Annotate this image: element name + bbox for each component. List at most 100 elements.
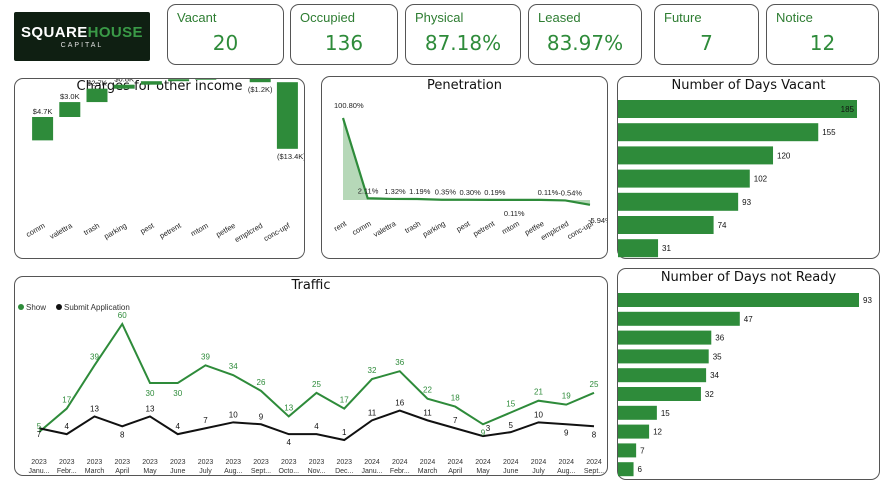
x-tick-year: 2024 (531, 459, 547, 466)
waterfall-bar (276, 82, 298, 149)
data-label: $3.0K (60, 92, 80, 101)
data-label: 102 (754, 175, 768, 184)
x-tick-month: Febr... (390, 468, 410, 475)
x-tick-label: conc-upf (262, 220, 292, 243)
x-tick-year: 2024 (420, 459, 436, 466)
data-label: 1.19% (409, 187, 431, 196)
data-label: 0.19% (484, 188, 506, 197)
x-tick-year: 2023 (59, 459, 75, 466)
days-vacant-bar-chart: 185 155 120 102 93 74 31 (618, 100, 857, 258)
data-label: 22 (423, 386, 432, 395)
x-tick-year: 2024 (503, 459, 519, 466)
data-label: 9 (259, 412, 264, 421)
kpi-card-occupied[interactable]: Occupied 136 (290, 4, 398, 65)
x-tick-label: conc-upf (566, 218, 596, 241)
x-tick-label: parking (102, 221, 128, 241)
x-tick-year: 2023 (170, 459, 186, 466)
x-tick-label: petrent (471, 218, 497, 238)
penetration-panel: Penetration 100.80% rent 2.11% comm 1.32% val… (321, 76, 608, 259)
kpi-card-future[interactable]: Future 7 (654, 4, 759, 65)
charges-waterfall-chart: $4.7K comm $3.0K valettra $2.7K trash $0.8K par… (24, 79, 304, 244)
data-label: 10 (534, 410, 543, 419)
data-label: 17 (340, 396, 349, 405)
data-label: 16 (395, 399, 404, 408)
x-tick-month: Sept... (584, 468, 604, 475)
data-label: $4.7K (33, 107, 53, 116)
waterfall-bar (249, 79, 271, 83)
data-label: 9 (564, 428, 569, 437)
data-label: 1.32% (384, 187, 406, 196)
x-tick-year: 2023 (87, 459, 103, 466)
data-label: $2.7K (87, 79, 107, 88)
bar (618, 239, 659, 258)
data-label: 25 (312, 380, 321, 389)
x-tick-year: 2023 (31, 459, 47, 466)
area-line (341, 117, 591, 206)
data-label: -5.94% (588, 216, 607, 225)
x-tick-year: 2024 (558, 459, 574, 466)
x-tick-month: April (448, 468, 462, 475)
kpi-value: 20 (212, 31, 239, 55)
data-label: 7 (37, 430, 42, 439)
chart-title: Number of Days not Ready (660, 270, 837, 285)
bar (618, 443, 637, 458)
data-label: 3 (486, 424, 491, 433)
data-label: 13 (146, 404, 155, 413)
x-tick-year: 2024 (364, 459, 380, 466)
x-tick-month: March (85, 468, 105, 475)
x-tick-year: 2023 (281, 459, 297, 466)
data-label: 0.30% (460, 188, 482, 197)
data-label: 36 (395, 358, 404, 367)
x-tick-year: 2023 (225, 459, 241, 466)
bar (618, 405, 657, 420)
data-label: 7 (203, 416, 208, 425)
data-label: 93 (742, 198, 751, 207)
x-tick-month: May (143, 468, 157, 475)
data-label: 1 (342, 428, 347, 437)
kpi-card-leased[interactable]: Leased 83.97% (528, 4, 642, 65)
x-tick-year: 2023 (336, 459, 352, 466)
kpi-value: 12 (809, 31, 836, 55)
x-tick-month: June (170, 468, 185, 475)
x-tick-month: Febr... (57, 468, 77, 475)
legend-label: Show (26, 303, 46, 312)
x-tick-month: Dec... (335, 468, 353, 475)
data-label: 32 (705, 390, 714, 399)
x-tick-year: 2024 (475, 459, 491, 466)
x-tick-month: Janu... (361, 468, 382, 475)
data-label: 30 (146, 389, 155, 398)
data-label: 0.35% (435, 188, 457, 197)
bar (618, 424, 650, 439)
logo-wordmark: SQUAREHOUSE (21, 24, 143, 41)
x-tick-year: 2023 (114, 459, 130, 466)
kpi-value: 87.18% (424, 31, 502, 55)
data-label: 60 (118, 311, 127, 320)
waterfall-bar (140, 81, 162, 85)
bar (618, 462, 634, 477)
data-label: 26 (257, 378, 266, 387)
data-label: 74 (718, 221, 727, 230)
x-tick-month: Aug... (224, 468, 242, 475)
data-label: 0.11% (504, 209, 525, 218)
kpi-card-physical[interactable]: Physical 87.18% (405, 4, 521, 65)
x-tick-month: April (115, 468, 129, 475)
kpi-card-vacant[interactable]: Vacant 20 (167, 4, 284, 65)
legend-marker-submit (56, 304, 62, 310)
x-tick-label: trash (403, 219, 422, 235)
data-label: 11 (368, 408, 377, 417)
waterfall-bar (195, 79, 217, 80)
x-tick-label: pest (455, 218, 473, 233)
days-not-ready-bar-chart: 93 47 36 35 34 32 15 12 7 6 (618, 293, 872, 477)
x-tick-label: mtom (189, 221, 210, 238)
x-tick-month: Nov... (308, 468, 326, 475)
days-not-ready-panel: Number of Days not Ready 93 47 36 35 34 32 15 1… (617, 268, 880, 480)
bar (618, 387, 701, 401)
chart-title: Traffic (291, 278, 331, 293)
kpi-card-notice[interactable]: Notice 12 (766, 4, 879, 65)
chart-title: Number of Days Vacant (671, 78, 826, 93)
waterfall-bar (86, 88, 108, 103)
data-label: $0.7K (142, 79, 162, 80)
data-label: 6 (638, 465, 643, 474)
bar (618, 123, 819, 142)
waterfall-bar (113, 84, 135, 89)
